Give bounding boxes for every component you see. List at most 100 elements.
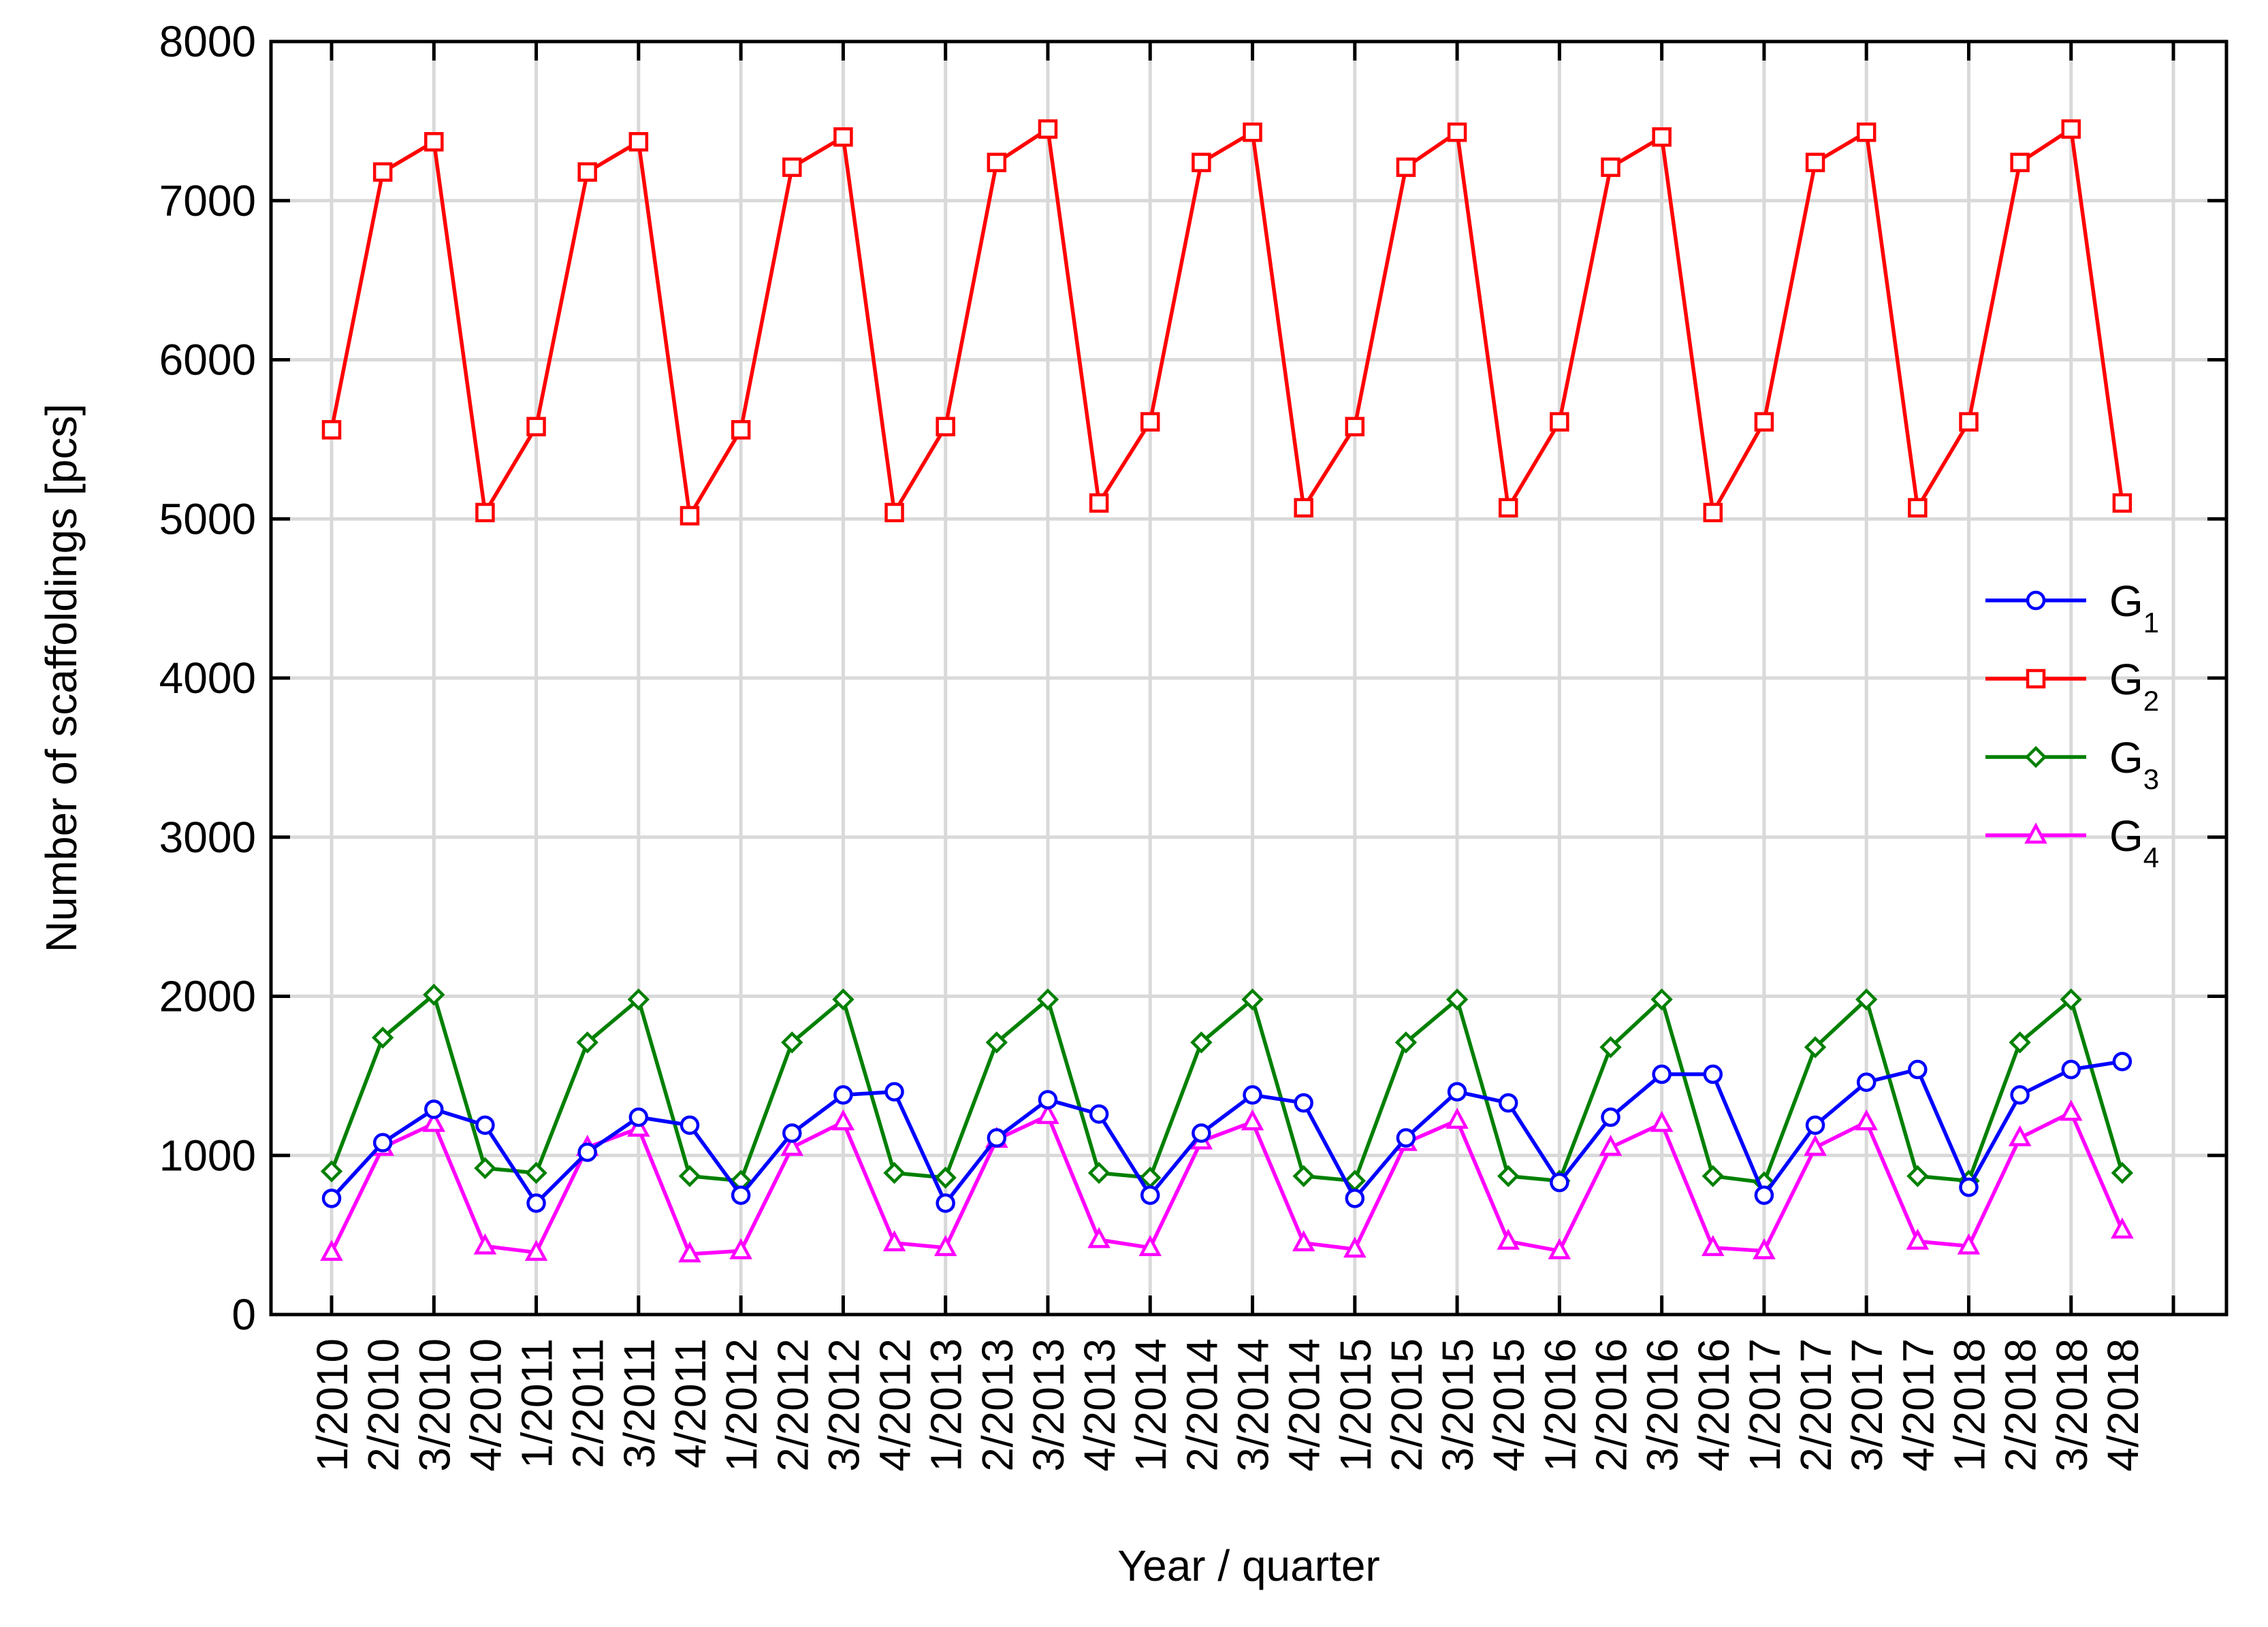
y-tick-label: 2000 <box>159 972 256 1021</box>
data-point-square <box>1038 119 1058 139</box>
data-point-triangle <box>882 1230 906 1252</box>
data-point-triangle <box>933 1235 957 1257</box>
data-point-circle <box>1089 1104 1109 1124</box>
data-point-circle <box>526 1193 546 1213</box>
data-point-diamond <box>2111 1161 2134 1185</box>
x-tick-label: 2/2018 <box>1996 1338 2045 1472</box>
data-point-circle <box>833 1085 853 1105</box>
x-tick-label: 3/2017 <box>1842 1338 1891 1472</box>
series-line <box>330 1059 2123 1206</box>
data-point-diamond <box>2009 1031 2031 1054</box>
legend-label-subscript: 2 <box>2143 685 2159 717</box>
x-axis-title: Year / quarter <box>1117 1541 1379 1590</box>
data-point-circle <box>1908 1059 1928 1080</box>
data-point-square <box>1447 122 1467 142</box>
series-g1 <box>321 1052 2133 1213</box>
x-tick-label: 3/2013 <box>1024 1338 1073 1472</box>
data-point-triangle <box>1548 1238 1571 1259</box>
data-point-circle <box>1601 1107 1620 1127</box>
y-tick-label: 0 <box>231 1290 256 1339</box>
data-point-diamond <box>320 1160 343 1182</box>
data-point-circle <box>372 1133 393 1153</box>
x-tick-label: 4/2015 <box>1484 1338 1533 1472</box>
x-tick-label: 4/2013 <box>1075 1338 1124 1472</box>
x-tick-label: 1/2014 <box>1126 1338 1175 1472</box>
data-point-square <box>321 420 342 440</box>
gridlines <box>271 39 2226 1317</box>
data-point-triangle <box>1036 1103 1059 1125</box>
series-g2 <box>321 119 2133 526</box>
data-point-circle <box>2026 590 2046 611</box>
data-point-circle <box>2061 1059 2081 1080</box>
data-point-triangle <box>1138 1235 1162 1257</box>
data-point-triangle <box>1804 1134 1827 1156</box>
x-tick-label: 2/2013 <box>973 1338 1022 1472</box>
data-point-diamond <box>678 1165 701 1187</box>
data-point-diamond <box>832 988 855 1011</box>
series-lines <box>320 119 2134 1263</box>
legend-label-subscript: 1 <box>2143 607 2159 639</box>
data-point-triangle <box>627 1115 650 1137</box>
data-point-square <box>1754 412 1774 432</box>
x-tick-label: 2/2017 <box>1791 1338 1840 1472</box>
data-point-square <box>1345 417 1365 436</box>
x-tick-label: 3/2016 <box>1638 1338 1687 1472</box>
x-tick-label: 3/2014 <box>1229 1338 1278 1472</box>
data-point-circle <box>577 1142 597 1162</box>
x-tick-label: 4/2014 <box>1280 1338 1329 1472</box>
data-point-square <box>936 417 955 436</box>
x-tick-label: 4/2017 <box>1894 1338 1943 1472</box>
series-line <box>330 993 2124 1185</box>
data-point-square <box>2010 152 2030 172</box>
data-point-square <box>1805 152 1825 172</box>
data-point-triangle <box>831 1109 855 1131</box>
x-tick-label: 3/2015 <box>1433 1338 1482 1472</box>
data-point-triangle <box>1906 1228 1930 1250</box>
data-point-diamond <box>1087 1161 1111 1185</box>
data-point-triangle <box>1241 1109 1264 1131</box>
legend-label: G1 <box>2109 577 2159 639</box>
x-tick-label: 1/2015 <box>1331 1338 1380 1472</box>
x-tick-label: 2/2015 <box>1382 1338 1431 1472</box>
data-point-circle <box>1345 1189 1365 1208</box>
y-tick-label: 3000 <box>159 813 256 862</box>
data-point-circle <box>1652 1064 1672 1084</box>
x-tick-label: 1/2018 <box>1945 1338 1994 1472</box>
data-point-square <box>2026 668 2046 689</box>
data-point-square <box>1856 122 1876 142</box>
x-tick-label: 2/2016 <box>1587 1338 1636 1472</box>
data-point-circle <box>1038 1090 1058 1110</box>
data-point-square <box>1703 502 1723 523</box>
x-tick-label: 4/2011 <box>666 1338 715 1468</box>
data-point-circle <box>1396 1128 1416 1148</box>
data-point-circle <box>628 1107 649 1127</box>
x-tick-label: 1/2010 <box>308 1338 357 1472</box>
data-point-triangle <box>1087 1227 1111 1249</box>
data-point-square <box>1550 412 1569 432</box>
data-point-diamond <box>627 988 650 1011</box>
x-tick-label: 1/2012 <box>717 1338 766 1472</box>
data-point-square <box>987 152 1007 172</box>
data-point-circle <box>1703 1064 1723 1084</box>
data-point-diamond <box>1650 988 1673 1011</box>
data-point-diamond <box>525 1161 547 1185</box>
y-tick-label: 4000 <box>159 654 256 703</box>
data-point-circle <box>731 1185 751 1205</box>
x-tick-label: 2/2011 <box>564 1338 613 1468</box>
data-point-diamond <box>371 1027 394 1049</box>
data-point-triangle <box>1855 1109 1878 1131</box>
legend-label-subscript: 3 <box>2143 763 2159 795</box>
data-point-triangle <box>2008 1125 2032 1146</box>
series-g4 <box>320 1099 2134 1263</box>
data-point-diamond <box>1906 1165 1929 1187</box>
data-point-diamond <box>2060 988 2082 1011</box>
x-tick-label: 4/2010 <box>461 1338 510 1472</box>
data-point-diamond <box>1292 1165 1315 1187</box>
data-point-square <box>833 127 853 147</box>
data-point-triangle <box>1497 1228 1520 1250</box>
data-point-circle <box>1243 1085 1262 1105</box>
data-point-square <box>731 420 751 440</box>
y-tick-label: 6000 <box>159 336 256 385</box>
x-tick-label: 2/2010 <box>359 1338 408 1472</box>
data-point-triangle <box>2059 1099 2083 1121</box>
